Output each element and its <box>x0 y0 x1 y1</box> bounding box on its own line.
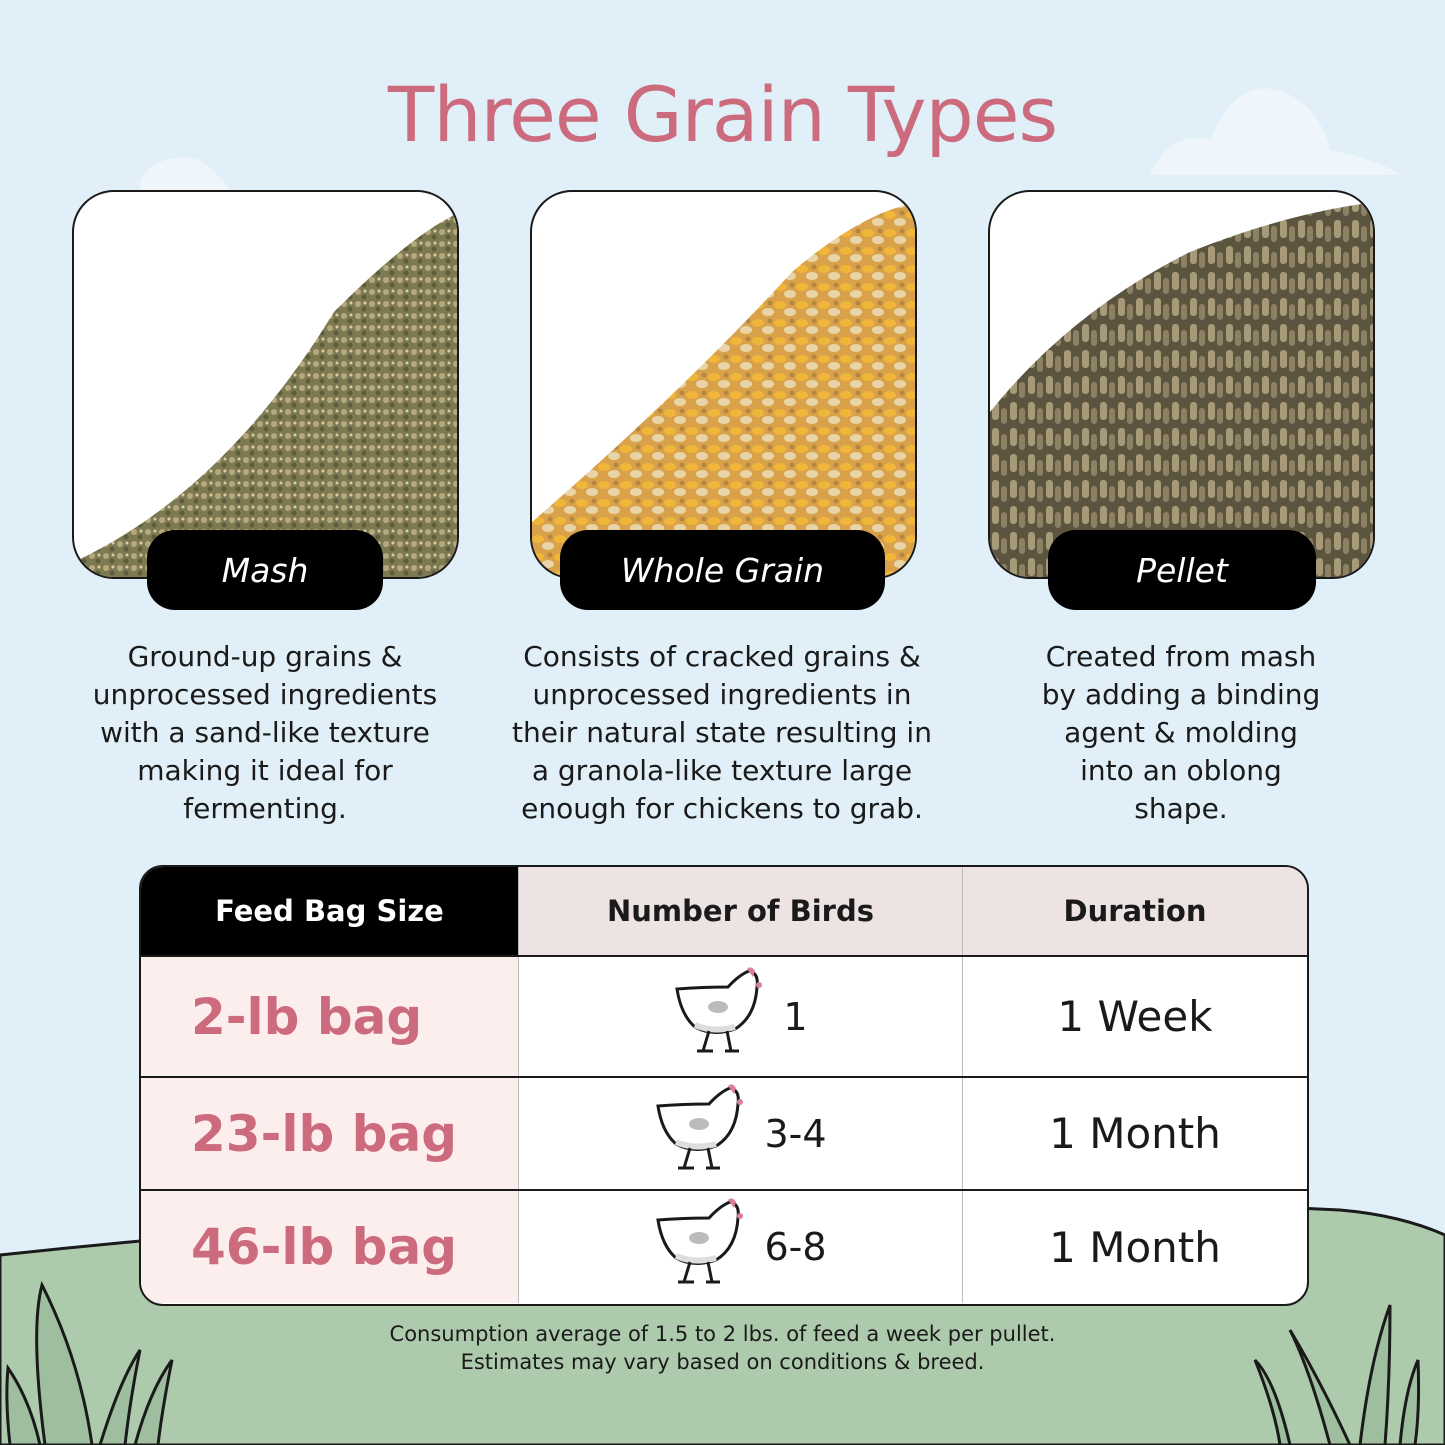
grass-icon <box>5 1280 1421 1445</box>
feed-table: Feed Bag Size Number of Birds Duration 2… <box>139 865 1309 1306</box>
chicken-icon <box>654 1084 746 1183</box>
grain-image-mash <box>72 190 459 579</box>
grain-description-pellet: Created from mash by adding a binding agen… <box>1000 638 1362 828</box>
bag-size: 46-lb bag <box>141 1191 518 1303</box>
desc-line: into an oblong <box>1080 754 1282 787</box>
duration: 1 Month <box>1049 1222 1221 1272</box>
bird-count: 3-4 <box>764 1111 827 1156</box>
grain-label-whole-grain: Whole Grain <box>560 530 885 610</box>
table-header: Feed Bag Size Number of Birds Duration <box>141 867 1307 957</box>
bird-count: 1 <box>783 994 808 1039</box>
desc-line: making it ideal for <box>137 754 393 787</box>
chicken-icon <box>673 967 765 1066</box>
table-row: 2-lb bag 1 1 Week <box>141 957 1307 1078</box>
desc-line: with a sand-like texture <box>100 716 430 749</box>
table-row: 46-lb bag 6-8 1 Month <box>141 1191 1307 1303</box>
cloud-icon <box>140 157 230 190</box>
grain-description-mash: Ground-up grains & unprocessed ingredient… <box>60 638 470 828</box>
table-row: 23-lb bag 3-4 1 Month <box>141 1078 1307 1191</box>
cloud-icon <box>1150 88 1400 175</box>
footnote-line: Estimates may vary based on conditions &… <box>460 1350 985 1374</box>
footnote: Consumption average of 1.5 to 2 lbs. of … <box>0 1320 1445 1376</box>
grain-image-whole-grain <box>530 190 917 579</box>
desc-line: unprocessed ingredients in <box>532 678 912 711</box>
desc-line: agent & molding <box>1064 716 1298 749</box>
desc-line: their natural state resulting in <box>512 716 932 749</box>
bag-size: 23-lb bag <box>141 1078 518 1189</box>
desc-line: shape. <box>1134 792 1228 825</box>
bag-size: 2-lb bag <box>141 957 518 1076</box>
header-number-of-birds: Number of Birds <box>518 867 963 955</box>
birds-cell: 3-4 <box>518 1078 963 1189</box>
bird-count: 6-8 <box>764 1225 827 1269</box>
desc-line: unprocessed ingredients <box>92 678 438 711</box>
duration: 1 Week <box>1057 992 1213 1041</box>
grain-label-mash: Mash <box>147 530 383 610</box>
desc-line: fermenting. <box>183 792 347 825</box>
birds-cell: 1 <box>518 957 963 1076</box>
birds-cell: 6-8 <box>518 1191 963 1303</box>
grain-description-whole-grain: Consists of cracked grains & unprocessed … <box>492 638 952 828</box>
chicken-icon <box>654 1197 746 1297</box>
duration: 1 Month <box>1049 1109 1221 1158</box>
header-feed-bag-size: Feed Bag Size <box>141 867 518 955</box>
desc-line: Ground-up grains & <box>127 640 403 673</box>
desc-line: Consists of cracked grains & <box>523 640 921 673</box>
footnote-line: Consumption average of 1.5 to 2 lbs. of … <box>389 1322 1056 1346</box>
desc-line: a granola-like texture large <box>531 754 913 787</box>
grain-image-pellet <box>988 190 1375 579</box>
header-duration: Duration <box>963 867 1307 955</box>
desc-line: Created from mash <box>1045 640 1317 673</box>
page-title: Three Grain Types <box>387 70 1058 159</box>
grain-label-pellet: Pellet <box>1048 530 1316 610</box>
desc-line: enough for chickens to grab. <box>521 792 923 825</box>
desc-line: by adding a binding <box>1041 678 1321 711</box>
